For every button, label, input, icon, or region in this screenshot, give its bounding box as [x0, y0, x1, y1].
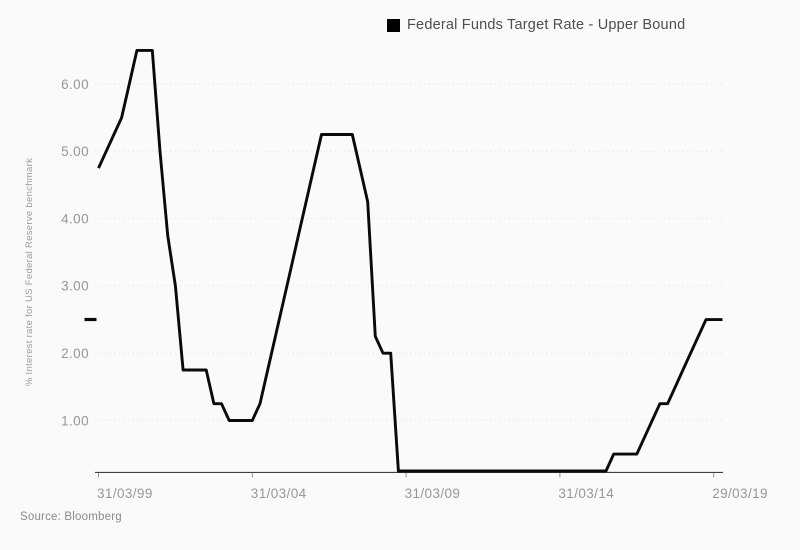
source-note: Source: Bloomberg: [20, 511, 122, 523]
legend-label: Federal Funds Target Rate - Upper Bound: [407, 17, 686, 33]
chart-line: [97, 48, 723, 473]
x-tick-label: 31/03/04: [251, 486, 307, 501]
y-tick-label: 1.00: [61, 413, 89, 428]
legend: Federal Funds Target Rate - Upper Bound: [387, 17, 685, 33]
y-tick-label: 5.00: [61, 144, 89, 159]
x-tick-label: 31/03/99: [97, 486, 153, 501]
y-tick-label: 3.00: [61, 279, 89, 294]
y-tick-label: 6.00: [61, 77, 89, 92]
y-tick-label: 4.00: [61, 211, 89, 226]
y-axis-title: % Interest rate for US Federal Reserve b…: [24, 158, 35, 386]
x-tick-label: 31/03/09: [405, 486, 461, 501]
y-tick-label: 2.00: [61, 346, 89, 361]
legend-marker-square: [387, 18, 400, 32]
x-tick-label: 31/03/14: [558, 486, 614, 501]
current-value-marker: [84, 317, 97, 322]
x-tick-label: 29/03/19: [712, 486, 768, 501]
